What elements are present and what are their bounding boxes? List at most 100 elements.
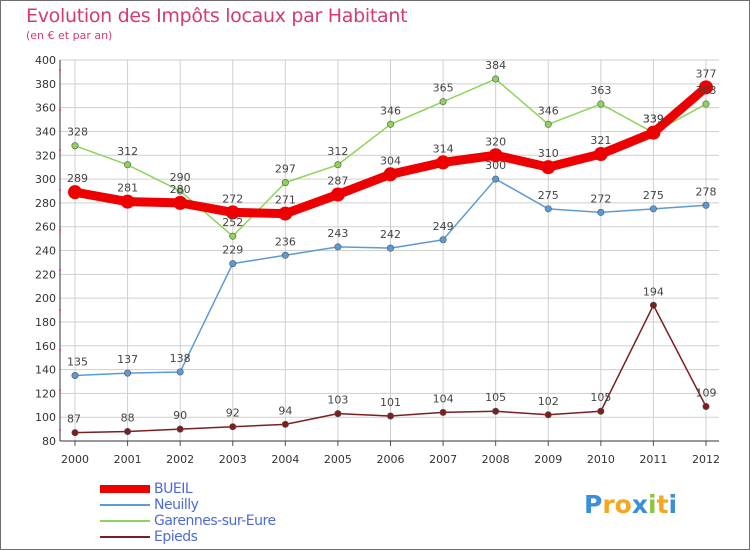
data-label: 287 xyxy=(327,175,348,188)
y-tick-label: 300 xyxy=(35,173,56,186)
data-label: 137 xyxy=(117,353,138,366)
data-point xyxy=(229,260,237,268)
data-label: 384 xyxy=(485,59,506,72)
data-label: 275 xyxy=(538,189,559,202)
y-tick-label: 140 xyxy=(35,364,56,377)
data-label: 377 xyxy=(696,67,717,80)
data-label: 289 xyxy=(67,172,88,185)
data-point xyxy=(120,194,135,209)
data-point xyxy=(439,408,447,416)
x-tick-label: 2009 xyxy=(534,453,562,466)
data-point xyxy=(649,205,657,213)
logo-letter: o xyxy=(614,490,632,519)
y-tick-label: 360 xyxy=(35,102,56,115)
data-point xyxy=(492,75,500,83)
x-tick-label: 2005 xyxy=(324,453,352,466)
data-label: 339 xyxy=(643,113,664,126)
legend-item-garennes: Garennes-sur-Eure xyxy=(100,513,360,532)
logo-letter: P xyxy=(584,490,603,519)
x-tick-label: 2001 xyxy=(114,453,142,466)
data-point xyxy=(176,368,184,376)
data-label: 92 xyxy=(226,407,240,420)
data-point xyxy=(71,372,79,380)
data-label: 272 xyxy=(590,192,611,205)
data-label: 297 xyxy=(275,163,296,176)
legend-label-epieds: Epieds xyxy=(154,529,198,545)
x-tick-label: 2003 xyxy=(219,453,247,466)
legend-label-bueil: BUEIL xyxy=(154,481,193,497)
data-point xyxy=(173,195,188,210)
y-tick-label: 200 xyxy=(35,292,56,305)
y-tick-label: 340 xyxy=(35,125,56,138)
data-label: 290 xyxy=(170,171,191,184)
data-point xyxy=(330,187,345,202)
data-label: 328 xyxy=(67,126,88,139)
data-label: 321 xyxy=(590,134,611,147)
x-tick-label: 2006 xyxy=(377,453,405,466)
y-tick-label: 160 xyxy=(35,340,56,353)
data-label: 236 xyxy=(275,235,296,248)
y-tick-label: 240 xyxy=(35,245,56,258)
legend-item-bueil: BUEIL xyxy=(100,481,360,500)
data-label: 105 xyxy=(590,391,611,404)
y-tick-label: 320 xyxy=(35,149,56,162)
data-point xyxy=(68,185,82,200)
data-label: 314 xyxy=(433,142,454,155)
data-label: 271 xyxy=(275,194,296,207)
data-label: 346 xyxy=(380,104,401,117)
data-point xyxy=(597,407,605,415)
logo-letter: r xyxy=(602,490,615,519)
data-point xyxy=(597,208,605,216)
data-label: 87 xyxy=(67,413,81,426)
data-label: 278 xyxy=(696,185,717,198)
data-label: 320 xyxy=(485,135,506,148)
data-point xyxy=(699,80,713,95)
data-point xyxy=(488,148,503,163)
data-label: 346 xyxy=(538,104,559,117)
data-point xyxy=(439,236,447,244)
legend-item-neuilly: Neuilly xyxy=(100,497,360,516)
data-point xyxy=(176,187,184,195)
data-point xyxy=(649,301,657,309)
x-tick-label: 2008 xyxy=(482,453,510,466)
data-label: 312 xyxy=(117,145,138,158)
data-point xyxy=(124,427,132,435)
x-tick-label: 2004 xyxy=(271,453,299,466)
data-point xyxy=(386,120,394,128)
data-point xyxy=(281,251,289,259)
data-point xyxy=(383,167,398,182)
y-tick-label: 80 xyxy=(42,435,56,448)
y-tick-label: 400 xyxy=(35,54,56,67)
legend-swatch-neuilly xyxy=(100,504,150,506)
data-point xyxy=(544,411,552,419)
data-label: 310 xyxy=(538,147,559,160)
data-point xyxy=(229,232,237,240)
data-label: 339 xyxy=(643,113,664,126)
data-point xyxy=(702,201,710,209)
legend-swatch-garennes xyxy=(100,520,150,522)
data-label: 94 xyxy=(278,404,292,417)
data-point xyxy=(124,161,132,169)
data-point xyxy=(593,147,608,162)
x-tick-label: 2007 xyxy=(429,453,457,466)
data-label: 138 xyxy=(170,352,191,365)
data-label: 101 xyxy=(380,396,401,409)
data-label: 103 xyxy=(327,394,348,407)
data-label: 90 xyxy=(173,409,187,422)
data-label: 363 xyxy=(696,84,717,97)
x-tick-label: 2010 xyxy=(587,453,615,466)
data-label: 280 xyxy=(170,183,191,196)
data-point xyxy=(492,407,500,415)
y-tick-label: 260 xyxy=(35,221,56,234)
data-label: 300 xyxy=(485,159,506,172)
data-point xyxy=(541,160,556,175)
data-label: 242 xyxy=(380,228,401,241)
data-label: 243 xyxy=(327,227,348,240)
y-tick-label: 280 xyxy=(35,197,56,210)
data-point xyxy=(229,423,237,431)
y-tick-label: 220 xyxy=(35,268,56,281)
x-tick-label: 2012 xyxy=(692,453,720,466)
legend: BUEIL Neuilly Garennes-sur-Eure Epieds xyxy=(100,481,360,548)
data-point xyxy=(386,244,394,252)
